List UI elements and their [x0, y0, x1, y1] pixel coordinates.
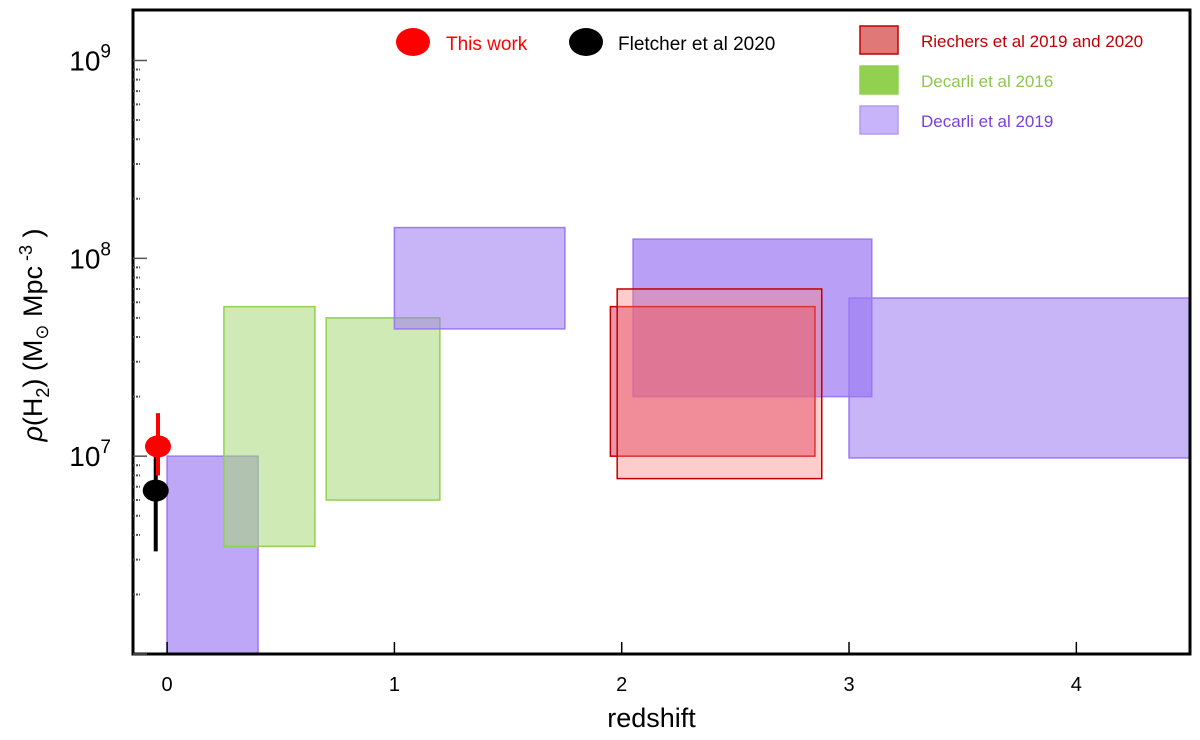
- legend-marker-1: [569, 28, 603, 56]
- legend: This work Fletcher et al 2020 Riechers et …: [396, 25, 1143, 135]
- legend-box-label-2: Decarli et al 2019: [921, 112, 1053, 131]
- data-box-7: [616, 288, 823, 480]
- y-tick-label-1: 108: [69, 239, 111, 274]
- x-tick-label-2: 2: [616, 674, 627, 696]
- x-tick-label-1: 1: [389, 674, 400, 696]
- y-tick-label-2: 109: [69, 42, 111, 77]
- data-box-1: [223, 305, 316, 548]
- plot-frame: [131, 8, 1192, 656]
- data-box-2: [325, 317, 441, 501]
- x-tick-label-0: 0: [162, 674, 173, 696]
- data-box-5: [848, 297, 1191, 459]
- data-boxes: [166, 226, 1191, 655]
- data-points: [142, 413, 172, 552]
- x-axis-title: redshift: [607, 703, 696, 733]
- data-box-3: [393, 226, 566, 330]
- x-tick-label-3: 3: [843, 674, 854, 696]
- data-point-0: [142, 479, 169, 502]
- data-point-1: [145, 435, 172, 458]
- legend-box-2: [859, 105, 899, 135]
- y-axis-title: ρ(H2) (M⊙ Mpc -3 ): [16, 228, 53, 442]
- legend-label-1: Fletcher et al 2020: [618, 34, 775, 55]
- legend-box-0: [859, 25, 899, 55]
- axis-ticks: 0 1 2 3 4 107 108 109: [69, 42, 1082, 696]
- y-tick-label-0: 107: [69, 437, 111, 472]
- legend-label-0: This work: [446, 34, 528, 55]
- legend-box-label-1: Decarli et al 2016: [921, 72, 1053, 91]
- legend-marker-0: [396, 28, 430, 56]
- x-tick-label-4: 4: [1071, 674, 1082, 696]
- data-box-6: [609, 305, 816, 457]
- legend-box-1: [859, 65, 899, 95]
- legend-box-label-0: Riechers et al 2019 and 2020: [921, 32, 1143, 51]
